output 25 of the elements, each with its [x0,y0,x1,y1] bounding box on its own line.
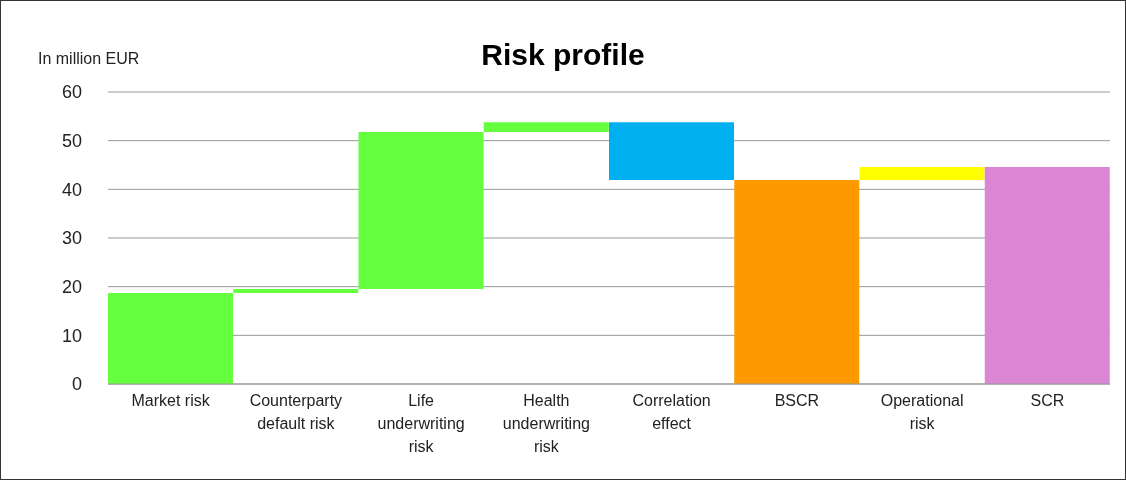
x-tick-label: Life underwriting risk [377,392,465,455]
bar [483,122,609,132]
y-tick-label: 0 [71,374,82,395]
bar [358,131,484,290]
x-tick-label: Counterparty default risk [249,392,343,432]
x-tick-label: Operational risk [880,392,964,432]
bar [734,180,860,384]
chart-title: Risk profile [481,38,645,71]
bar [108,292,233,384]
bar [233,289,359,293]
x-tick-label: Health underwriting risk [502,392,590,455]
x-tick-label: Correlation effect [632,392,711,432]
y-tick-label: 60 [61,82,82,103]
y-tick-label: 20 [61,277,82,298]
bar [984,166,1110,384]
x-tick-label: SCR [1030,392,1065,409]
bar [609,122,734,181]
y-axis-title: In million EUR [38,50,140,68]
y-tick-label: 40 [61,179,82,200]
y-tick-label: 50 [61,131,82,152]
y-tick-label: 30 [61,228,82,249]
bar [859,166,985,181]
x-tick-label: Market risk [131,392,211,409]
x-tick-label: BSCR [774,392,820,409]
y-tick-label: 10 [61,325,82,346]
